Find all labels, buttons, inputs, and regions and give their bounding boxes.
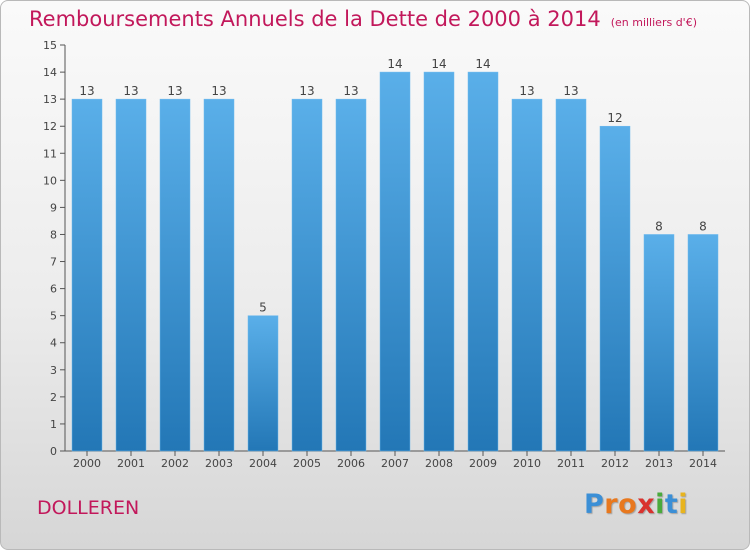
bar xyxy=(71,98,103,452)
bar xyxy=(335,98,367,452)
x-tick-label: 2014 xyxy=(689,457,717,470)
proxiti-logo: Proxiti xyxy=(584,489,688,520)
x-tick-label: 2006 xyxy=(337,457,365,470)
commune-name: DOLLEREN xyxy=(37,497,140,519)
bar xyxy=(687,234,719,452)
y-tick-label: 3 xyxy=(50,364,57,377)
y-tick-label: 8 xyxy=(50,228,57,241)
bar xyxy=(511,98,543,452)
bar-value-label: 8 xyxy=(699,219,707,233)
logo-letter: o xyxy=(618,489,638,520)
y-tick-label: 15 xyxy=(43,39,57,52)
bar-value-label: 14 xyxy=(431,57,446,71)
y-tick-label: 4 xyxy=(50,337,57,350)
x-tick-label: 2009 xyxy=(469,457,497,470)
x-tick-label: 2005 xyxy=(293,457,321,470)
bar-value-label: 13 xyxy=(563,84,578,98)
bar-value-label: 13 xyxy=(123,84,138,98)
y-tick-label: 13 xyxy=(43,93,57,106)
x-tick-label: 2012 xyxy=(601,457,629,470)
x-tick-label: 2002 xyxy=(161,457,189,470)
y-tick-label: 7 xyxy=(50,256,57,269)
y-tick-label: 14 xyxy=(43,66,57,79)
bar xyxy=(555,98,587,452)
bar xyxy=(291,98,323,452)
y-tick-label: 6 xyxy=(50,283,57,296)
y-tick-label: 9 xyxy=(50,201,57,214)
bar-value-label: 13 xyxy=(79,84,94,98)
y-tick-label: 12 xyxy=(43,120,57,133)
x-tick-label: 2013 xyxy=(645,457,673,470)
bar xyxy=(423,71,455,452)
y-tick-label: 5 xyxy=(50,310,57,323)
y-tick-label: 2 xyxy=(50,391,57,404)
y-tick-label: 10 xyxy=(43,174,57,187)
bar-value-label: 5 xyxy=(259,301,267,315)
bar-value-label: 13 xyxy=(167,84,182,98)
bar xyxy=(379,71,411,452)
y-tick-label: 1 xyxy=(50,418,57,431)
bar-value-label: 14 xyxy=(387,57,402,71)
x-tick-label: 2008 xyxy=(425,457,453,470)
bar-value-label: 13 xyxy=(343,84,358,98)
logo-letter: i xyxy=(655,489,665,520)
bar-value-label: 13 xyxy=(299,84,314,98)
x-tick-label: 2003 xyxy=(205,457,233,470)
logo-letter: i xyxy=(678,489,689,520)
logo-letter: r xyxy=(604,489,619,520)
bar xyxy=(643,234,675,452)
x-tick-label: 2001 xyxy=(117,457,145,470)
bar xyxy=(115,98,147,452)
y-tick-label: 11 xyxy=(43,147,57,160)
bar xyxy=(247,315,279,452)
bar xyxy=(203,98,235,452)
x-tick-label: 2004 xyxy=(249,457,277,470)
x-tick-label: 2011 xyxy=(557,457,585,470)
x-tick-label: 2007 xyxy=(381,457,409,470)
bar xyxy=(159,98,191,452)
bar-value-label: 12 xyxy=(607,111,622,125)
title-text: Remboursements Annuels de la Dette de 20… xyxy=(29,7,601,31)
title-unit: (en milliers d'€) xyxy=(610,16,697,29)
bar xyxy=(467,71,499,452)
y-tick-label: 0 xyxy=(50,445,57,458)
bar-value-label: 13 xyxy=(519,84,534,98)
logo-letter: t xyxy=(664,489,679,520)
logo-letter: x xyxy=(637,489,656,520)
bar-value-label: 14 xyxy=(475,57,490,71)
bar xyxy=(599,125,631,452)
bar-value-label: 8 xyxy=(655,219,663,233)
logo-letter: P xyxy=(584,489,605,520)
chart-title: Remboursements Annuels de la Dette de 20… xyxy=(29,7,697,31)
x-tick-label: 2000 xyxy=(73,457,101,470)
x-tick-label: 2010 xyxy=(513,457,541,470)
bar-value-label: 13 xyxy=(211,84,226,98)
